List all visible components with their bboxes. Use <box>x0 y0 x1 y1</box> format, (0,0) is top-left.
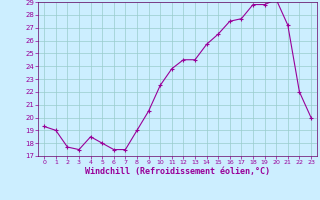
X-axis label: Windchill (Refroidissement éolien,°C): Windchill (Refroidissement éolien,°C) <box>85 167 270 176</box>
